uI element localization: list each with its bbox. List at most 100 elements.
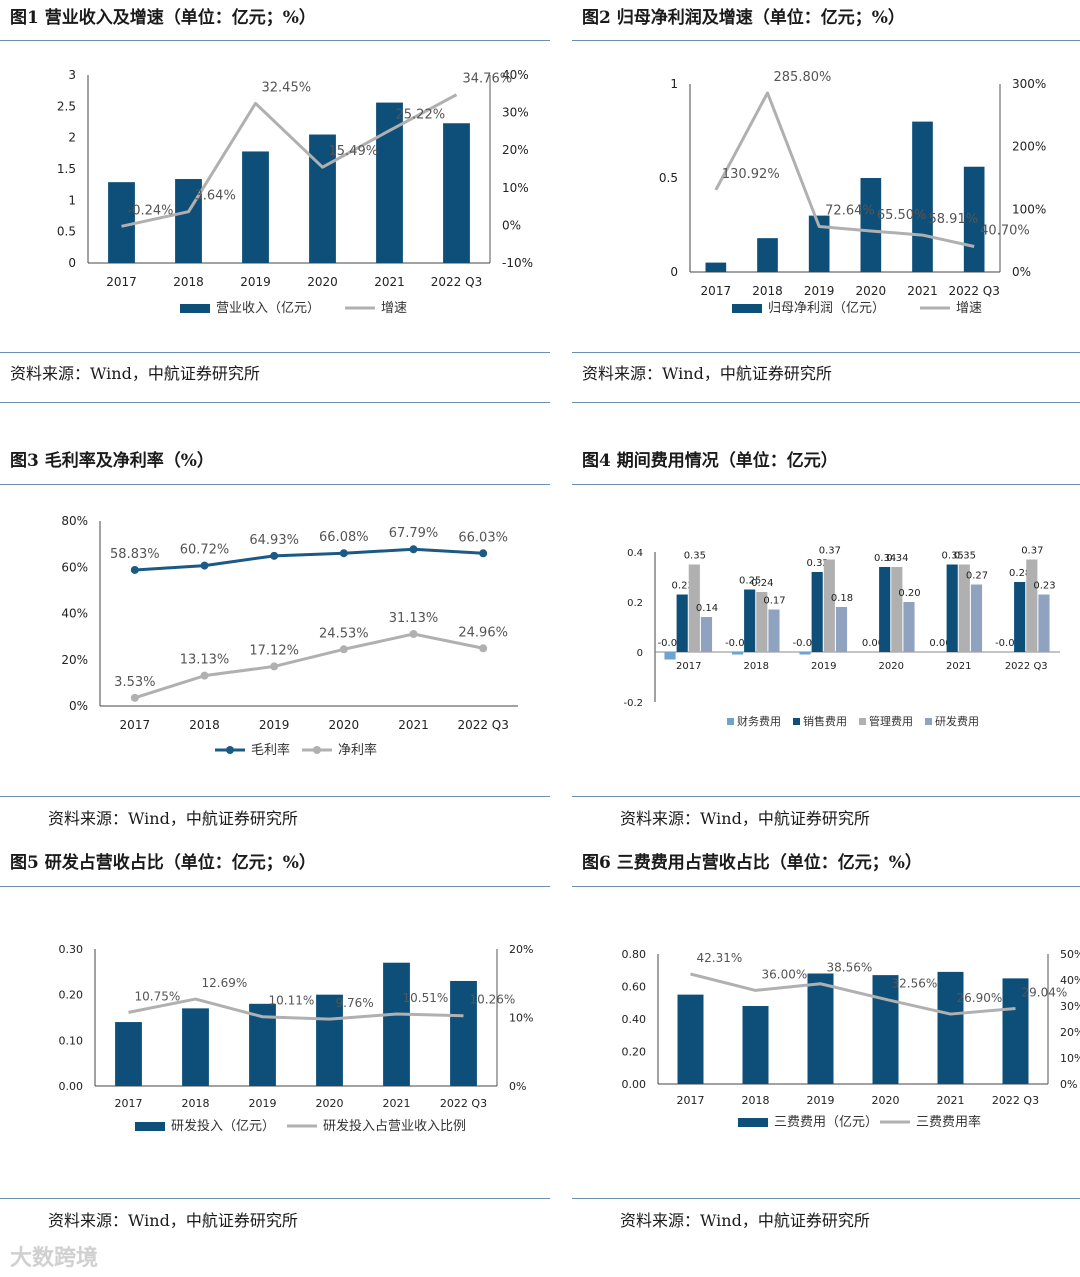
watermark-logo: 大数跨境 (10, 1246, 99, 1271)
x-tick-label: 2019 (807, 1094, 835, 1107)
data-label: 0.23 (1033, 581, 1055, 592)
bar (182, 1008, 209, 1086)
data-label: 10.11% (269, 994, 315, 1008)
data-label: 10.75% (135, 989, 181, 1003)
series-line-毛利率 (134, 547, 484, 572)
data-label: 38.56% (827, 961, 873, 975)
bar (937, 971, 964, 1084)
series-point (270, 551, 279, 560)
legend-marker (313, 746, 321, 754)
data-label: 0.18 (831, 593, 853, 604)
x-tick-label: 2022 Q3 (457, 718, 508, 732)
divider (0, 352, 550, 353)
legend-label: 研发投入占营业收入比例 (323, 1118, 466, 1134)
bar-管理费用 (823, 559, 835, 652)
bar (860, 178, 882, 272)
bar-财务费用 (731, 652, 744, 655)
data-label: 0.23 (672, 581, 694, 592)
bar (175, 179, 202, 263)
x-tick-label: 2022 Q3 (992, 1094, 1039, 1107)
y-tick-label: 0.20 (622, 1046, 647, 1059)
bar (705, 262, 727, 272)
legend-label: 归母净利润（亿元） (768, 301, 885, 316)
y2-tick-label: 30% (502, 106, 529, 120)
data-label: 32.45% (262, 80, 312, 95)
x-tick-label: 2022 Q3 (440, 1097, 487, 1110)
data-label: 13.13% (180, 653, 230, 668)
legend-label: 销售费用 (803, 714, 847, 728)
figure-3-title: 图3 毛利率及净利率（%） (10, 451, 214, 471)
legend-label: 研发费用 (935, 714, 979, 728)
data-label: 24.96% (458, 625, 508, 640)
legend-label: 营业收入（亿元） (216, 301, 320, 316)
data-label: 32.56% (892, 976, 938, 990)
data-label: 0.34 (886, 553, 908, 564)
bar (807, 973, 834, 1084)
x-tick-label: 2018 (744, 661, 769, 672)
series-line-增速 (121, 93, 458, 228)
data-label: 9.76% (336, 996, 374, 1010)
series-point (409, 545, 418, 554)
legend-swatch (859, 718, 866, 725)
bar-管理费用 (891, 567, 903, 652)
y2-tick-label: 20% (502, 143, 529, 157)
x-tick-label: 2018 (752, 284, 783, 298)
divider (0, 796, 550, 797)
data-label: 0.14 (696, 603, 718, 614)
x-tick-label: 2022 Q3 (948, 284, 999, 298)
bar-销售费用 (1014, 582, 1026, 652)
data-label: 26.90% (957, 991, 1003, 1005)
source-note: 资料来源：Wind，中航证券研究所 (10, 364, 260, 383)
legend-swatch (738, 1118, 768, 1127)
x-tick-label: 2018 (173, 275, 204, 289)
divider (0, 402, 550, 403)
data-label: 66.08% (319, 530, 369, 545)
data-label: 0.37 (819, 546, 841, 557)
data-label: 0.37 (1021, 546, 1043, 557)
figure-6-title: 图6 三费费用占营收占比（单位：亿元；%） (582, 853, 922, 873)
bar (443, 123, 470, 264)
x-tick-label: 2021 (907, 284, 938, 298)
x-tick-label: 2021 (946, 661, 971, 672)
bar (912, 121, 933, 272)
legend-label: 三费费用率 (916, 1114, 981, 1130)
series-point (339, 645, 348, 654)
y-tick-label: 20% (61, 653, 88, 667)
data-label: 130.92% (722, 167, 780, 182)
data-label: 0.27 (966, 571, 988, 582)
y-tick-label: 0.10 (59, 1034, 84, 1047)
x-tick-label: 2018 (189, 718, 220, 732)
x-tick-label: 2017 (701, 284, 732, 298)
y2-tick-label: 30% (1060, 1000, 1080, 1013)
series-point (409, 630, 418, 639)
y2-tick-label: 50% (1060, 948, 1080, 961)
x-tick-label: 2017 (676, 661, 701, 672)
x-tick-label: 2017 (677, 1094, 705, 1107)
legend-label: 研发投入（亿元） (171, 1118, 275, 1134)
bar (808, 215, 830, 272)
bar (108, 182, 135, 263)
x-tick-label: 2022 Q3 (431, 275, 482, 289)
data-label: -0.03 (658, 638, 684, 649)
figure-5-title: 图5 研发占营收占比（单位：亿元；%） (10, 853, 316, 873)
legend-label: 增速 (381, 301, 407, 316)
legend-marker (226, 746, 234, 754)
bar-管理费用 (1026, 559, 1038, 652)
legend-label: 三费费用（亿元） (774, 1115, 878, 1130)
y2-tick-label: 100% (1012, 202, 1046, 216)
divider (0, 886, 550, 887)
bar (872, 975, 899, 1084)
series-point (200, 671, 209, 680)
series-point (130, 693, 139, 702)
y-tick-label: 60% (61, 560, 88, 574)
data-label: 17.12% (249, 643, 299, 658)
legend-label: 增速 (956, 301, 982, 316)
x-tick-label: 2018 (742, 1094, 770, 1107)
y2-tick-label: 40% (1060, 974, 1080, 987)
data-label: 72.64% (825, 203, 875, 218)
data-label: 15.49% (329, 144, 379, 159)
x-tick-label: 2020 (329, 718, 360, 732)
legend-label: 净利率 (338, 742, 377, 758)
y-tick-label: 0.5 (57, 225, 76, 239)
data-label: 58.83% (110, 547, 160, 562)
